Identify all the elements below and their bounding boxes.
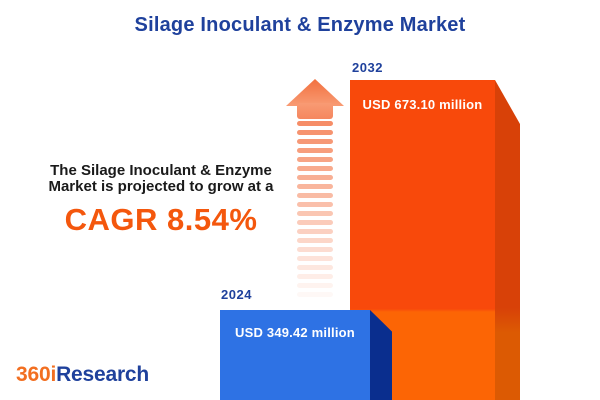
bar-2032-year-label: 2032 — [352, 60, 383, 75]
arrow-stripe — [297, 283, 333, 288]
arrow-stripes — [297, 121, 333, 301]
arrow-stripe — [297, 184, 333, 189]
annotation-line-1: The Silage Inoculant & Enzyme — [50, 162, 272, 179]
arrow-stripe — [297, 256, 333, 261]
arrow-stripe — [297, 247, 333, 252]
arrow-stripe — [297, 121, 333, 126]
arrow-stripe — [297, 175, 333, 180]
logo-360iresearch: 360iResearch — [16, 363, 149, 387]
bar-2024-side — [370, 310, 392, 400]
arrow-stripe — [297, 292, 333, 297]
arrow-stripe — [297, 274, 333, 279]
logo-suffix: Research — [56, 363, 150, 386]
arrow-stripe — [297, 229, 333, 234]
arrow-stripe — [297, 220, 333, 225]
arrow-stripe — [297, 166, 333, 171]
arrow-neck — [297, 103, 333, 119]
growth-arrow-icon — [286, 79, 344, 311]
arrow-stripe — [297, 211, 333, 216]
arrow-stripe — [297, 139, 333, 144]
cagr-value: CAGR 8.54% — [64, 202, 258, 237]
bar-2024-front: USD 349.42 million — [220, 310, 370, 400]
logo-prefix: 360i — [16, 363, 57, 386]
bar-2024-value-label: USD 349.42 million — [235, 325, 355, 340]
bar-2024-year-label: 2024 — [221, 287, 252, 302]
arrow-stripe — [297, 265, 333, 270]
arrow-head-icon — [286, 79, 344, 106]
bar-2032-side — [495, 80, 520, 400]
annotation-block: The Silage Inoculant & Enzyme Market is … — [30, 163, 292, 238]
annotation-line-2: Market is projected to grow at a — [48, 178, 274, 195]
arrow-stripe — [297, 157, 333, 162]
arrow-stripe — [297, 148, 333, 153]
arrow-stripe — [297, 130, 333, 135]
bar-2032-value-label: USD 673.10 million — [362, 97, 483, 112]
chart-title: Silage Inoculant & Enzyme Market — [134, 14, 466, 36]
arrow-stripe — [297, 238, 333, 243]
arrow-stripe — [297, 193, 333, 198]
arrow-stripe — [297, 202, 333, 207]
